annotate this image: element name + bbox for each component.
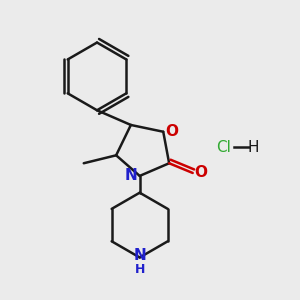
Text: O: O — [165, 124, 178, 139]
Text: H: H — [134, 263, 145, 276]
Text: O: O — [194, 166, 207, 181]
Text: H: H — [247, 140, 259, 154]
Text: Cl: Cl — [216, 140, 231, 154]
Text: N: N — [133, 248, 146, 263]
Text: N: N — [125, 168, 138, 183]
